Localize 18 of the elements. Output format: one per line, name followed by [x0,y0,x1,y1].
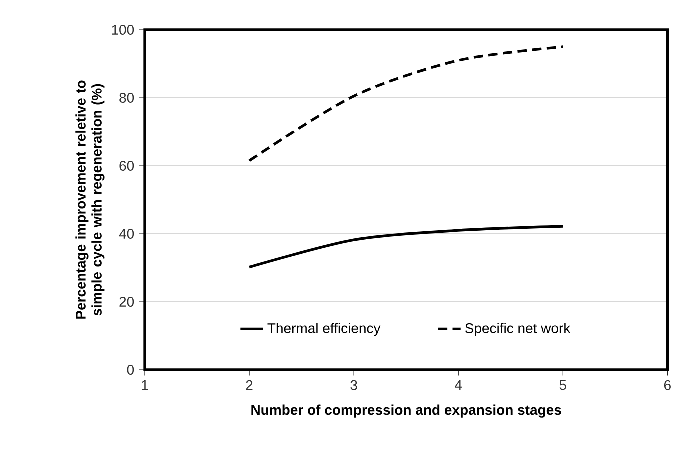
y-tick-label: 80 [120,93,134,103]
x-tick-label: 1 [142,380,148,390]
x-tick-label: 3 [350,380,358,390]
y-axis-title: Percentage improvement reletive to simple cycle with regeneration (%) [76,80,105,319]
x-tick-label: 4 [455,380,462,390]
y-tick-label: 20 [120,297,134,307]
x-axis-title: Number of compression and expansion stages [252,404,562,418]
line-series [248,46,564,162]
legend-label: Specific net work [465,323,571,336]
y-tick-label: 0 [127,365,134,375]
x-tick-label: 5 [560,380,566,390]
y-tick-label: 100 [112,25,134,35]
line-series [248,225,564,269]
y-tick-label: 40 [119,229,134,239]
x-tick-label: 6 [664,380,671,390]
y-tick-label: 60 [120,161,134,171]
legend-label: Thermal efficiency [268,323,381,336]
x-tick-label: 2 [246,380,253,390]
